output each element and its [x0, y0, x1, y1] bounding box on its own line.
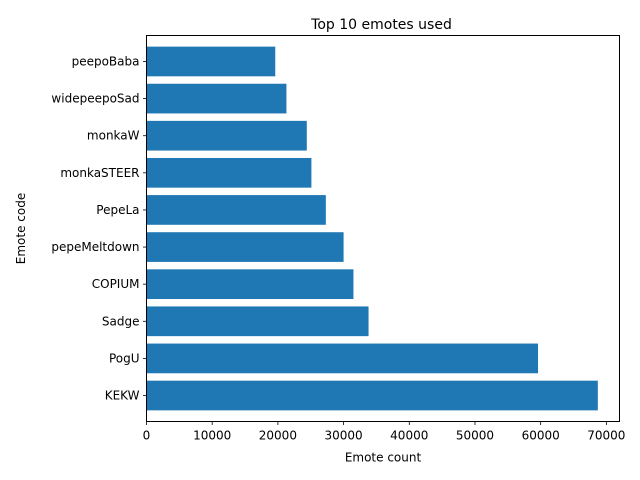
x-tick-label: 20000 — [259, 429, 297, 443]
x-tick-label: 0 — [143, 429, 151, 443]
y-tick-label: KEKW — [105, 389, 140, 403]
x-tick-label: 10000 — [193, 429, 231, 443]
x-tick-label: 30000 — [324, 429, 362, 443]
bar-widepeepoSad — [146, 83, 287, 114]
bar-PepeLa — [146, 195, 326, 225]
y-tick-label: COPIUM — [92, 277, 140, 291]
y-tick-label: pepeMeltdown — [51, 240, 139, 254]
y-tick-label: PepeLa — [96, 203, 139, 217]
x-axis-label: Emote count — [345, 451, 422, 465]
y-ticks-group: KEKW PogU Sadge COPIUM pepeMeltdown PepeLa mon… — [51, 54, 147, 403]
x-tick-label: 60000 — [522, 429, 560, 443]
bars-group — [146, 46, 598, 411]
bar-COPIUM — [146, 269, 354, 300]
x-tick-label: 40000 — [390, 429, 428, 443]
bar-monkaSTEER — [146, 157, 312, 188]
plot-frame — [146, 35, 620, 422]
y-tick-label: monkaSTEER — [60, 166, 139, 180]
x-ticks-group: 0 10000 20000 30000 40000 50000 60000 70000 — [143, 421, 625, 443]
bar-Sadge — [146, 306, 369, 337]
bar-peepoBaba — [146, 46, 276, 77]
y-axis-label: Emote code — [14, 193, 28, 264]
y-tick-label: monkaW — [87, 129, 140, 143]
y-tick-label: PogU — [109, 351, 140, 365]
x-tick-label: 70000 — [587, 429, 625, 443]
y-tick-label: peepoBaba — [72, 54, 140, 68]
x-tick-label: 50000 — [456, 429, 494, 443]
bar-KEKW — [146, 380, 598, 411]
bar-pepeMeltdown — [146, 232, 344, 262]
y-tick-label: Sadge — [102, 314, 140, 328]
chart-title: Top 10 emotes used — [310, 17, 452, 33]
bar-PogU — [146, 343, 539, 374]
y-tick-label: widepeepoSad — [51, 92, 139, 106]
bar-monkaW — [146, 120, 307, 151]
